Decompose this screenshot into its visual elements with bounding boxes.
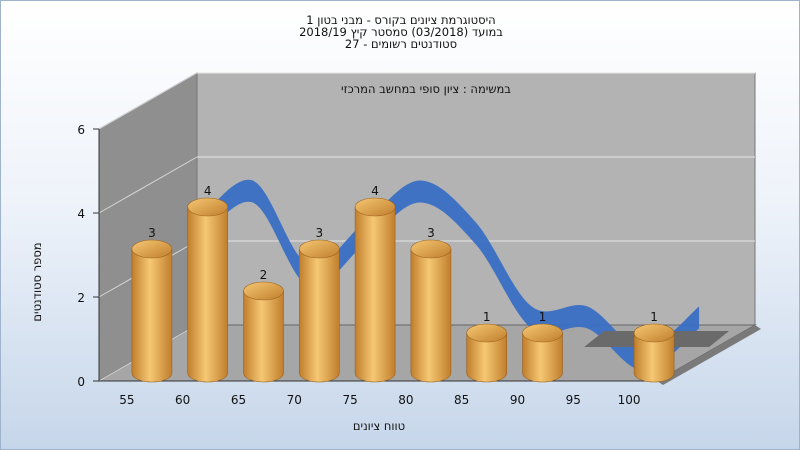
data-label: 3 <box>315 226 323 240</box>
bar-65 <box>243 281 284 383</box>
bar-cap <box>633 323 675 343</box>
x-tick-label: 80 <box>398 393 413 407</box>
bar-cap <box>354 197 396 217</box>
x-tick-label: 95 <box>566 393 581 407</box>
y-tick-label: 2 <box>77 291 85 305</box>
x-axis-label: טווח ציונים <box>352 419 406 433</box>
x-tick-label: 90 <box>510 393 525 407</box>
y-tick-label: 0 <box>77 375 85 389</box>
x-tick-label: 100 <box>618 393 641 407</box>
bar-90 <box>522 323 563 383</box>
data-label: 1 <box>483 310 491 324</box>
data-label: 4 <box>204 184 212 198</box>
x-tick-label: 75 <box>342 393 357 407</box>
bar-body <box>633 332 675 383</box>
bar-body <box>466 332 507 383</box>
y-tick-label: 6 <box>77 123 85 137</box>
x-tick-label: 85 <box>454 393 469 407</box>
chart-title-line-1: היסטוגרמת ציונים בקורס - מבני בטון 1 <box>306 13 496 27</box>
bar-85 <box>466 323 508 383</box>
bar-60 <box>187 197 228 383</box>
x-tick-label: 70 <box>287 393 302 407</box>
bar-body <box>187 206 228 383</box>
bar-55 <box>131 239 173 383</box>
x-tick-label: 60 <box>175 393 190 407</box>
data-label: 2 <box>260 268 268 282</box>
chart-title-line-2: במועד (03/2018) סמסטר קיץ 2018/19 <box>299 25 503 39</box>
y-tick-label: 4 <box>77 207 85 221</box>
x-tick-label: 55 <box>119 393 134 407</box>
y-axis-label: מספר סטודנטים <box>30 242 44 322</box>
data-label: 3 <box>427 226 435 240</box>
bar-body <box>299 248 340 383</box>
data-label: 3 <box>148 226 156 240</box>
trend-curve <box>196 179 700 371</box>
bar-body <box>354 206 396 383</box>
bar-100 <box>633 323 675 383</box>
bar-cap <box>243 281 284 301</box>
bar-body <box>410 248 452 383</box>
bar-body <box>522 332 563 383</box>
chart-subtitle: במשימה : ציון סופי במחשב המרכזי <box>341 82 511 96</box>
bar-cap <box>410 239 452 259</box>
bar-75 <box>354 197 396 383</box>
gridline-side <box>98 156 198 214</box>
bar-cap <box>466 323 508 343</box>
bar-cap <box>187 197 228 217</box>
chart-title-line-3: סטודנטים רשומים - 27 <box>344 37 458 51</box>
data-label: 1 <box>539 310 547 324</box>
x-tick-label: 65 <box>231 393 246 407</box>
data-label: 1 <box>650 310 658 324</box>
bar-70 <box>298 239 340 383</box>
bar-cap <box>522 323 563 343</box>
bar-cap <box>298 239 340 259</box>
data-label: 4 <box>371 184 379 198</box>
floor-edge <box>657 325 761 385</box>
bar-body <box>243 290 284 383</box>
bar-cap <box>131 239 173 259</box>
bar-body <box>131 248 173 383</box>
gridline-side <box>98 72 198 130</box>
bar-80 <box>410 239 452 383</box>
